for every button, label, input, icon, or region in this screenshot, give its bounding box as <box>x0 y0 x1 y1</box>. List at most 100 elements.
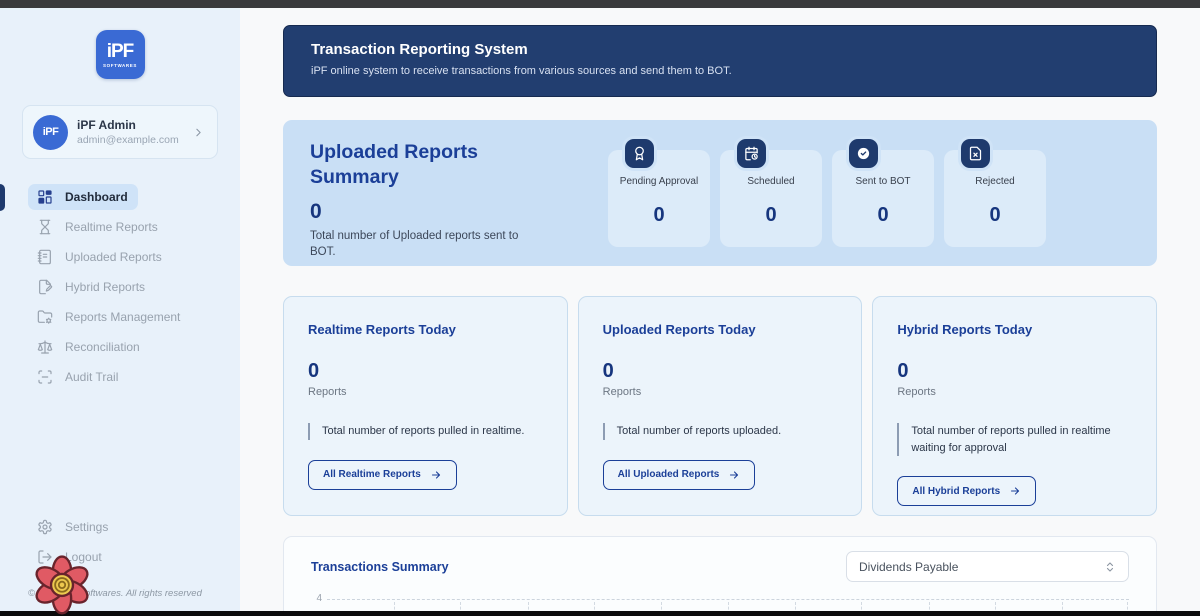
logo-subtext: SOFTWARES <box>103 62 137 68</box>
all-uploaded-reports-button[interactable]: All Uploaded Reports <box>602 459 756 490</box>
y-axis-tick-label: 4 <box>316 593 322 604</box>
gear-icon <box>37 519 53 535</box>
card-title: Realtime Reports Today <box>308 322 456 337</box>
hybrid-reports-card: Hybrid Reports Today 0 Reports Total num… <box>872 296 1158 516</box>
notebook-icon <box>37 249 53 265</box>
sidebar-item-label: Logout <box>65 550 102 564</box>
stat-label: Pending Approval <box>619 176 699 187</box>
stat-label: Sent to BOT <box>855 176 911 187</box>
user-profile-card[interactable]: iPF iPF Admin admin@example.com <box>22 105 218 159</box>
transactions-chart: 4 <box>311 593 1129 611</box>
sidebar-item-audit-trail[interactable]: Audit Trail <box>28 364 128 390</box>
copyright-text: © 2025 IPF Softwares. All rights reserve… <box>28 588 202 599</box>
banner-subtitle: iPF online system to receive transaction… <box>311 65 732 77</box>
stat-card-sent-to-bot: Sent to BOT 0 <box>832 139 934 247</box>
user-email: admin@example.com <box>77 134 179 146</box>
uploaded-reports-summary-section: Uploaded Reports Summary 0 Total number … <box>283 120 1157 266</box>
stat-value: 0 <box>989 204 1001 226</box>
stat-card-pending-approval: Pending Approval 0 <box>608 139 710 247</box>
sidebar-item-settings[interactable]: Settings <box>28 514 118 540</box>
sidebar-item-label: Settings <box>65 520 109 534</box>
chevron-right-icon <box>192 126 205 139</box>
card-unit: Reports <box>602 386 642 398</box>
button-label: All Realtime Reports <box>323 469 421 480</box>
window-top-bar <box>0 0 1200 8</box>
sidebar-item-label: Uploaded Reports <box>65 250 162 264</box>
card-note: Total number of reports uploaded. <box>602 423 838 440</box>
card-unit: Reports <box>897 386 936 398</box>
sidebar-item-label: Hybrid Reports <box>65 280 146 294</box>
card-note: Total number of reports pulled in realti… <box>897 423 1132 456</box>
active-nav-indicator <box>0 184 5 211</box>
sidebar-item-dashboard[interactable]: Dashboard <box>28 184 138 210</box>
button-label: All Hybrid Reports <box>912 485 1001 497</box>
button-label: All Uploaded Reports <box>617 469 720 480</box>
stat-value: 0 <box>765 204 777 226</box>
stat-value: 0 <box>653 204 665 226</box>
arrow-right-icon <box>728 469 740 481</box>
flower-sticker <box>24 552 100 616</box>
company-logo: iPF SOFTWARES <box>95 30 145 79</box>
sidebar-item-hybrid-reports[interactable]: Hybrid Reports <box>28 274 155 300</box>
sidebar: iPF SOFTWARES iPF iPF Admin admin@exampl… <box>0 8 240 611</box>
logout-icon <box>37 549 53 565</box>
sidebar-item-label: Realtime Reports <box>65 220 158 234</box>
summary-description: Total number of Uploaded reports sent to… <box>310 229 519 258</box>
sidebar-nav: Dashboard Realtime Reports Uploaded Repo… <box>0 184 240 390</box>
stat-value: 0 <box>877 204 889 226</box>
avatar: iPF <box>33 114 68 150</box>
sidebar-item-realtime-reports[interactable]: Realtime Reports <box>28 214 168 240</box>
sidebar-item-label: Reports Management <box>65 310 181 324</box>
badge-check-icon <box>849 139 878 168</box>
transactions-filter-select[interactable]: Dividends Payable <box>846 551 1129 582</box>
summary-title: Uploaded Reports Summary <box>310 141 478 189</box>
card-note: Total number of reports pulled in realti… <box>308 423 543 440</box>
uploaded-reports-card: Uploaded Reports Today 0 Reports Total n… <box>577 296 863 516</box>
award-icon <box>625 139 654 168</box>
realtime-reports-card: Realtime Reports Today 0 Reports Total n… <box>283 296 568 516</box>
all-realtime-reports-button[interactable]: All Realtime Reports <box>308 459 457 490</box>
stat-label: Scheduled <box>747 176 795 187</box>
user-name: iPF Admin <box>77 118 136 132</box>
sidebar-footer: Settings Logout © 2025 IPF Softwares. Al… <box>0 514 240 611</box>
arrow-right-icon <box>430 469 442 481</box>
banner-title: Transaction Reporting System <box>311 41 528 58</box>
sidebar-item-uploaded-reports[interactable]: Uploaded Reports <box>28 244 172 270</box>
file-pen-icon <box>37 279 53 295</box>
stat-label: Rejected <box>975 176 1015 187</box>
dashboard-grid-icon <box>37 189 53 205</box>
sidebar-item-label: Audit Trail <box>65 370 119 384</box>
folder-gear-icon <box>37 309 53 325</box>
summary-total-value: 0 <box>310 199 322 223</box>
sidebar-item-label: Reconciliation <box>65 340 140 354</box>
sidebar-item-label: Dashboard <box>65 190 128 204</box>
user-info: iPF Admin admin@example.com <box>77 118 183 146</box>
chart-plot-area <box>327 599 1129 611</box>
sidebar-item-logout[interactable]: Logout <box>28 544 112 570</box>
logo-text: iPF <box>106 40 135 62</box>
window-bottom-bar <box>0 611 1200 616</box>
card-value: 0 <box>308 360 320 382</box>
report-cards-row: Realtime Reports Today 0 Reports Total n… <box>283 296 1158 516</box>
scan-icon <box>37 369 53 385</box>
calendar-clock-icon <box>737 139 766 168</box>
main-content: Transaction Reporting System iPF online … <box>240 8 1200 611</box>
transactions-header: Transactions Summary Dividends Payable <box>311 551 1129 582</box>
chevrons-up-down-icon <box>1104 561 1116 573</box>
card-value: 0 <box>897 360 909 382</box>
all-hybrid-reports-button[interactable]: All Hybrid Reports <box>897 476 1037 506</box>
file-x-icon <box>961 139 990 168</box>
sidebar-item-reports-management[interactable]: Reports Management <box>28 304 190 330</box>
transactions-summary-section: Transactions Summary Dividends Payable 4 <box>283 536 1157 611</box>
summary-stat-cards: Pending Approval 0 Scheduled 0 Sent to B… <box>608 139 1046 247</box>
arrow-right-icon <box>1009 485 1021 497</box>
sidebar-item-reconciliation[interactable]: Reconciliation <box>28 334 150 360</box>
stat-card-rejected: Rejected 0 <box>944 139 1046 247</box>
selected-filter-value: Dividends Payable <box>859 559 959 574</box>
scale-icon <box>37 339 53 355</box>
card-title: Hybrid Reports Today <box>897 322 1033 337</box>
card-unit: Reports <box>308 386 347 398</box>
stat-card-scheduled: Scheduled 0 <box>720 139 822 247</box>
transactions-title: Transactions Summary <box>311 559 449 574</box>
card-value: 0 <box>602 360 614 382</box>
